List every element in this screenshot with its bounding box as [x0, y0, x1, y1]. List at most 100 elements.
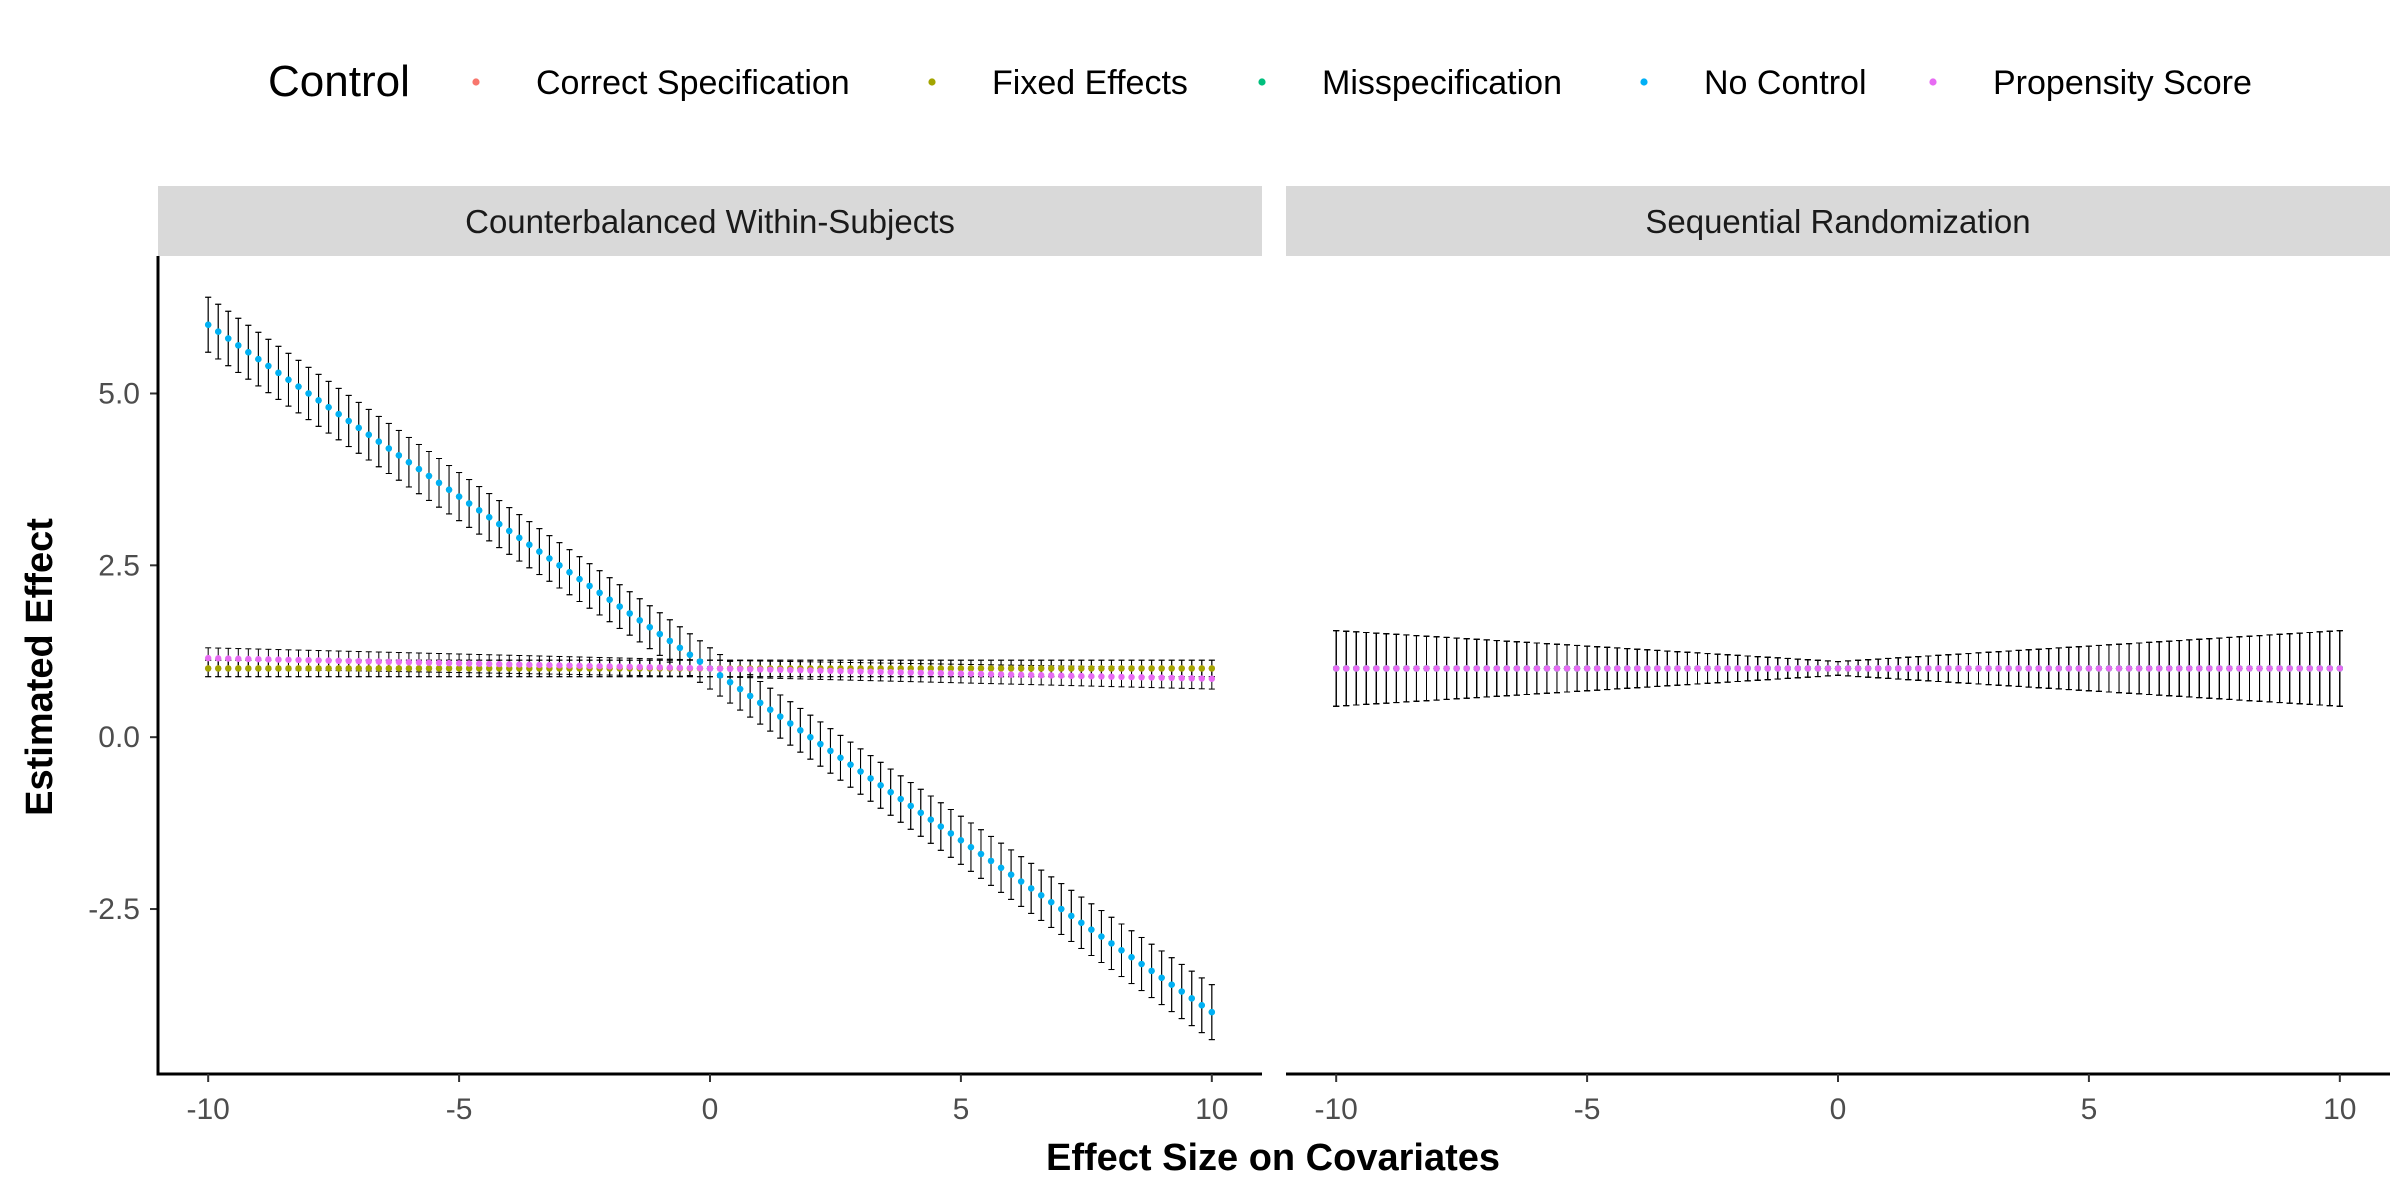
data-point [1188, 995, 1195, 1002]
data-point [767, 666, 774, 673]
data-point [1128, 673, 1135, 681]
data-point [646, 663, 653, 671]
data-point [1158, 665, 1165, 672]
data-point [325, 665, 332, 672]
data-point [204, 321, 212, 328]
data-point [877, 668, 884, 676]
data-point [275, 656, 282, 663]
data-point [616, 603, 623, 610]
data-point [987, 857, 995, 865]
data-point [636, 617, 643, 624]
data-point [1925, 665, 1932, 672]
data-point [556, 662, 563, 669]
data-point [1158, 974, 1165, 981]
data-point [546, 661, 553, 669]
data-point [1343, 665, 1350, 672]
data-point [1208, 675, 1216, 682]
data-point [1905, 665, 1912, 672]
data-point [1058, 665, 1065, 672]
data-point [1603, 665, 1611, 672]
data-point [526, 661, 533, 668]
data-point [1373, 665, 1380, 672]
data-point [506, 527, 513, 535]
data-point [425, 659, 433, 666]
data-point [1493, 665, 1500, 672]
data-point [415, 665, 423, 672]
data-point [345, 417, 352, 425]
data-point [947, 830, 955, 837]
data-point [235, 342, 242, 349]
data-point [827, 747, 834, 755]
data-point [1078, 665, 1085, 672]
data-point [245, 655, 252, 663]
x-tick-label: -10 [187, 1093, 230, 1126]
data-point [917, 809, 924, 816]
data-point [1884, 665, 1892, 672]
data-point [1704, 665, 1711, 672]
data-point [2166, 665, 2173, 672]
data-point [1854, 665, 1862, 672]
data-point [1098, 665, 1105, 672]
data-point [385, 665, 393, 672]
facet-strip [158, 186, 1262, 256]
data-point [486, 665, 493, 672]
data-point [455, 493, 463, 500]
data-point [897, 669, 904, 676]
legend-label: Propensity Score [1993, 64, 2252, 102]
data-point [2115, 665, 2123, 672]
data-point [2186, 665, 2193, 672]
data-point [797, 667, 804, 674]
data-point [204, 654, 212, 662]
data-point [1027, 665, 1035, 672]
data-point [405, 665, 413, 672]
data-point [365, 665, 372, 672]
data-point [2035, 665, 2042, 672]
data-point [947, 665, 955, 672]
data-point [847, 761, 854, 768]
facet-strip-title: Counterbalanced Within-Subjects [465, 203, 955, 240]
data-point [867, 775, 874, 782]
data-point [1148, 967, 1155, 975]
data-point [1148, 665, 1155, 672]
data-point [807, 733, 814, 741]
data-point [1824, 665, 1832, 672]
data-point [1353, 665, 1360, 672]
data-point [445, 659, 453, 667]
data-point [777, 666, 784, 674]
data-point [2256, 665, 2263, 672]
data-point [716, 665, 724, 672]
data-point [215, 665, 222, 672]
data-point [1864, 665, 1872, 672]
data-point [1027, 885, 1035, 892]
data-point [857, 668, 864, 675]
data-point [867, 668, 874, 675]
data-point [967, 665, 975, 672]
data-point [1363, 665, 1370, 672]
data-point [1017, 665, 1025, 672]
data-point [335, 665, 342, 672]
x-tick-label: 5 [2081, 1093, 2098, 1126]
data-point [2236, 665, 2243, 672]
data-point [817, 740, 824, 748]
data-point [345, 665, 352, 672]
data-point [596, 589, 603, 597]
data-point [957, 837, 965, 844]
panel-1: Counterbalanced Within-Subjects -10 -5 0 5 10 [156, 186, 1262, 1126]
data-point [235, 665, 242, 672]
data-point [215, 655, 222, 662]
data-point [1573, 665, 1581, 672]
data-point [666, 637, 674, 645]
data-point [2216, 665, 2223, 672]
data-point [2326, 665, 2333, 672]
data-point [706, 665, 714, 672]
data-point [1178, 665, 1185, 672]
x-tick-label: -10 [1315, 1093, 1358, 1126]
data-point [1068, 665, 1075, 672]
data-point [1188, 675, 1195, 682]
data-point [1614, 665, 1621, 672]
data-point [1038, 672, 1045, 679]
data-point [355, 658, 362, 665]
data-point [1744, 665, 1751, 672]
data-point [1543, 665, 1551, 672]
data-point [1178, 988, 1185, 995]
